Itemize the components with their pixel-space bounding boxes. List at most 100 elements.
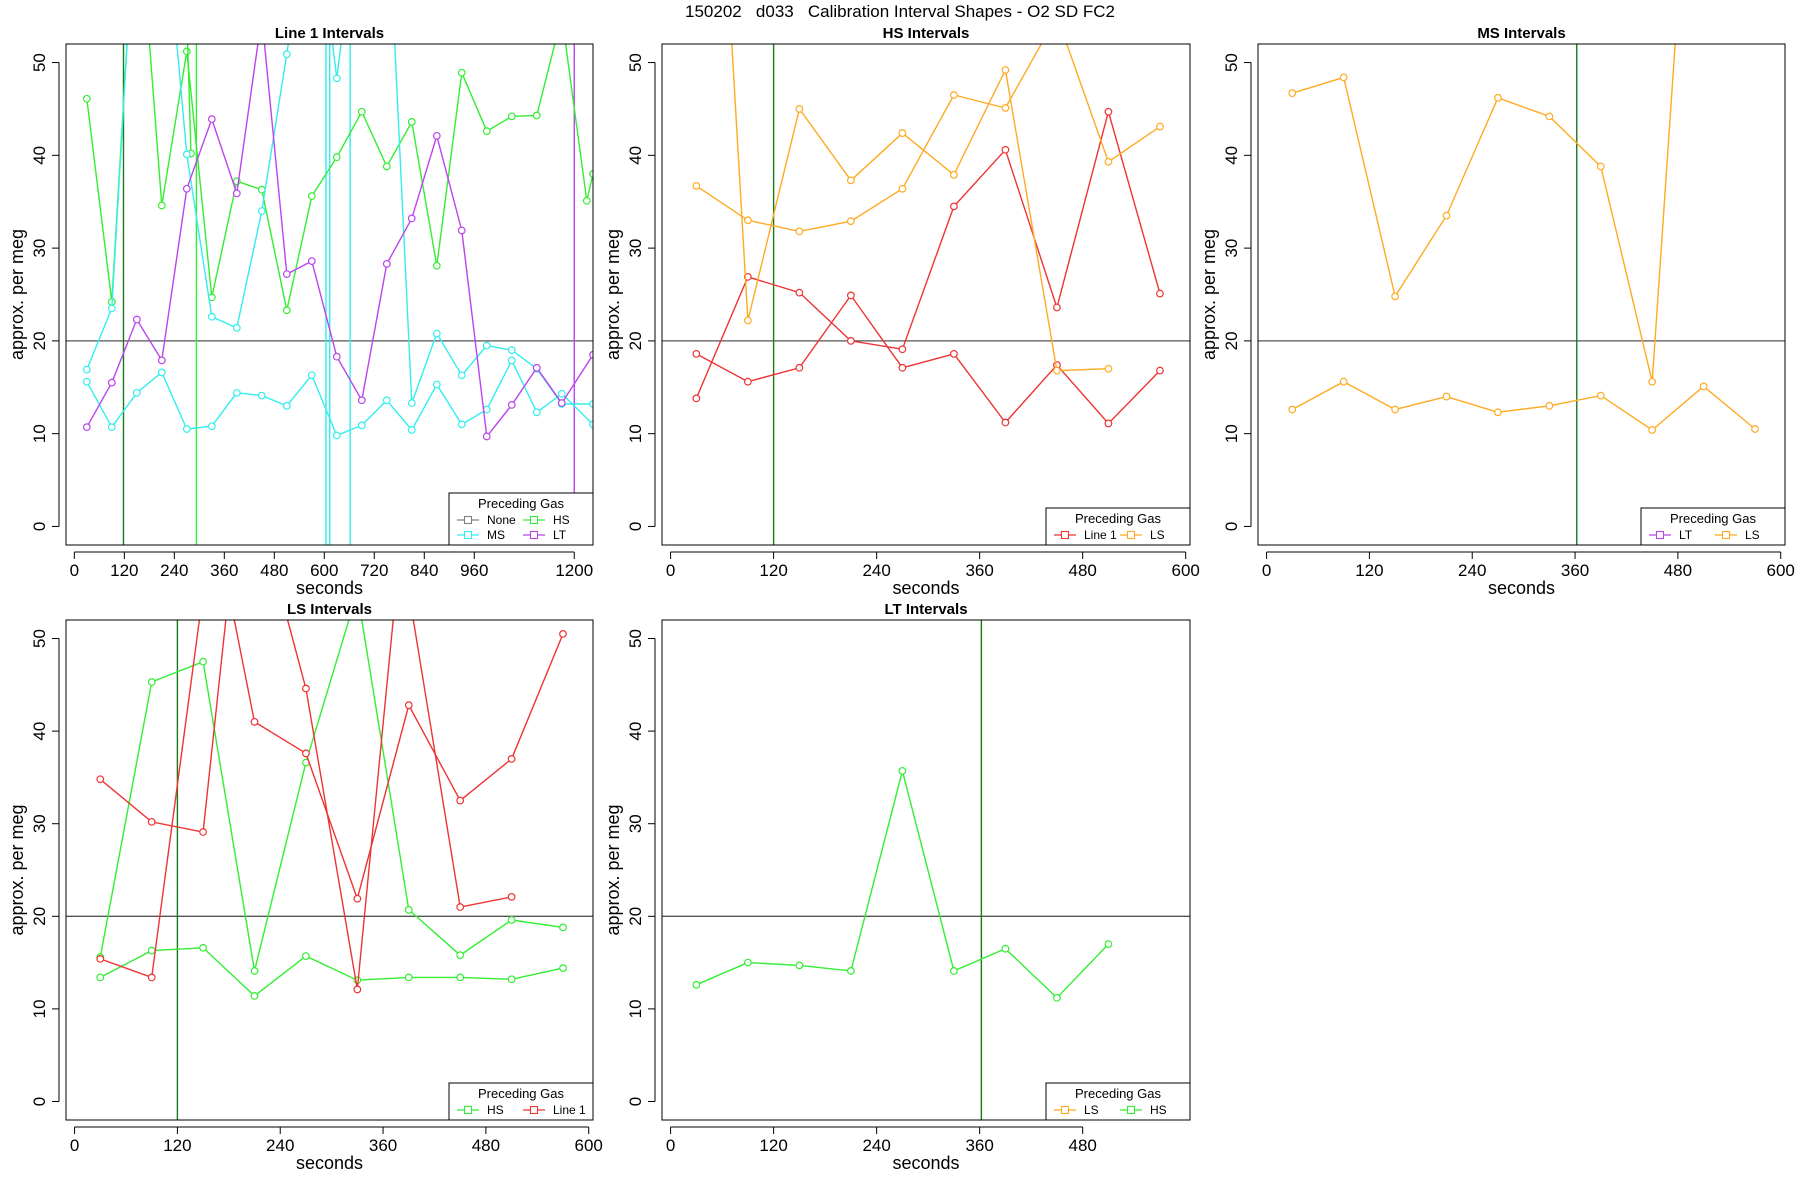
panel-title: MS Intervals bbox=[1477, 25, 1565, 42]
y-tick-label: 10 bbox=[30, 424, 49, 443]
y-tick-label: 30 bbox=[626, 814, 645, 833]
data-point bbox=[257, 185, 266, 194]
legend-title: Preceding Gas bbox=[1075, 1086, 1161, 1101]
legend-swatch-marker bbox=[463, 515, 473, 525]
data-point bbox=[1156, 289, 1164, 298]
data-point bbox=[432, 131, 441, 140]
x-tick-label: 360 bbox=[965, 561, 993, 580]
y-tick-label: 30 bbox=[1222, 239, 1241, 258]
legend-box bbox=[1045, 507, 1191, 546]
x-tick-label: 120 bbox=[110, 561, 138, 580]
x-tick-label: 240 bbox=[862, 1136, 890, 1155]
x-tick-label: 480 bbox=[1068, 1136, 1096, 1155]
data-point bbox=[250, 992, 259, 1000]
plot-area bbox=[662, 620, 1190, 1120]
x-tick-label: 240 bbox=[266, 1136, 294, 1155]
data-point bbox=[199, 828, 208, 836]
data-point bbox=[82, 365, 91, 374]
data-point bbox=[482, 432, 491, 441]
data-point bbox=[1545, 112, 1554, 121]
data-point bbox=[1442, 211, 1451, 220]
data-point bbox=[1751, 425, 1759, 433]
panel-2: HS Intervals 0 120 240 360 480 600 seconds 0 10 20… bbox=[603, 25, 1200, 598]
data-point bbox=[332, 352, 341, 361]
x-tick-label: 480 bbox=[1664, 561, 1692, 580]
data-point bbox=[199, 943, 208, 952]
data-point bbox=[589, 420, 593, 429]
data-point bbox=[302, 684, 310, 693]
y-tick-label: 20 bbox=[626, 907, 645, 926]
y-tick-label: 10 bbox=[30, 999, 49, 1018]
data-point bbox=[302, 952, 310, 961]
data-point bbox=[559, 923, 567, 932]
x-tick-label: 360 bbox=[1561, 561, 1589, 580]
data-point bbox=[157, 368, 166, 377]
legend: Preceding Gas LT LS bbox=[1640, 507, 1786, 546]
data-point bbox=[692, 182, 701, 190]
data-point bbox=[250, 717, 259, 726]
data-point bbox=[282, 306, 291, 315]
y-tick-label: 50 bbox=[30, 53, 49, 72]
x-tick-label: 1200 bbox=[555, 561, 593, 580]
data-point bbox=[404, 701, 413, 710]
data-point bbox=[96, 973, 105, 982]
data-point bbox=[147, 946, 156, 955]
data-point bbox=[507, 754, 516, 763]
data-point bbox=[357, 421, 366, 430]
y-tick-label: 30 bbox=[30, 814, 49, 833]
panel-4: LS Intervals 0 120 240 360 480 600 seconds 0 10 20… bbox=[7, 601, 603, 1173]
series-line-hs bbox=[99, 947, 564, 997]
data-point bbox=[692, 394, 701, 403]
data-point bbox=[250, 967, 259, 975]
data-point bbox=[507, 356, 516, 365]
legend-box bbox=[1640, 507, 1786, 546]
series-line-hs bbox=[99, 620, 564, 972]
data-point bbox=[332, 74, 341, 83]
series-line-hs bbox=[186, 44, 192, 154]
data-point bbox=[353, 985, 362, 994]
y-tick-label: 50 bbox=[1222, 53, 1241, 72]
data-point bbox=[898, 363, 907, 372]
y-tick-label: 0 bbox=[1222, 522, 1241, 531]
data-point bbox=[846, 336, 855, 345]
y-axis-label: approx. per meg bbox=[7, 804, 27, 935]
x-tick-label: 120 bbox=[759, 561, 787, 580]
y-tick-label: 20 bbox=[1222, 331, 1241, 350]
x-tick-label: 360 bbox=[369, 1136, 397, 1155]
x-tick-label: 600 bbox=[310, 561, 338, 580]
data-point bbox=[107, 423, 116, 432]
data-point bbox=[507, 975, 516, 984]
data-point bbox=[257, 391, 266, 400]
data-point bbox=[382, 396, 391, 405]
data-point bbox=[950, 202, 958, 211]
legend-swatch-marker bbox=[1060, 1105, 1070, 1115]
y-tick-label: 40 bbox=[1222, 146, 1241, 165]
y-tick-label: 20 bbox=[30, 907, 49, 926]
x-tick-label: 600 bbox=[575, 1136, 603, 1155]
panel-5: LT Intervals 0 120 240 360 480 seconds 0 10 20 30 4… bbox=[603, 601, 1191, 1173]
legend-swatch-marker bbox=[529, 1105, 539, 1115]
data-point bbox=[407, 426, 416, 434]
data-point bbox=[692, 349, 701, 358]
y-axis-label: approx. per meg bbox=[603, 804, 623, 935]
data-point bbox=[589, 169, 593, 178]
data-point bbox=[507, 892, 516, 901]
data-point bbox=[557, 399, 566, 407]
legend: Preceding Gas None HS MS LT bbox=[448, 492, 594, 546]
legend-item-label: LS bbox=[1745, 528, 1760, 542]
x-tick-label: 480 bbox=[1068, 561, 1096, 580]
x-tick-label: 240 bbox=[160, 561, 188, 580]
data-point bbox=[743, 958, 752, 967]
y-axis-label: approx. per meg bbox=[1199, 229, 1219, 360]
series-line-line-1 bbox=[100, 620, 512, 990]
x-tick-label: 720 bbox=[360, 561, 388, 580]
x-tick-label: 480 bbox=[472, 1136, 500, 1155]
x-tick-label: 360 bbox=[210, 561, 238, 580]
x-tick-label: 120 bbox=[1355, 561, 1383, 580]
y-tick-label: 50 bbox=[30, 629, 49, 648]
x-tick-label: 0 bbox=[666, 1136, 675, 1155]
data-point bbox=[1545, 401, 1554, 410]
y-tick-label: 0 bbox=[30, 522, 49, 531]
data-point bbox=[1104, 940, 1113, 948]
